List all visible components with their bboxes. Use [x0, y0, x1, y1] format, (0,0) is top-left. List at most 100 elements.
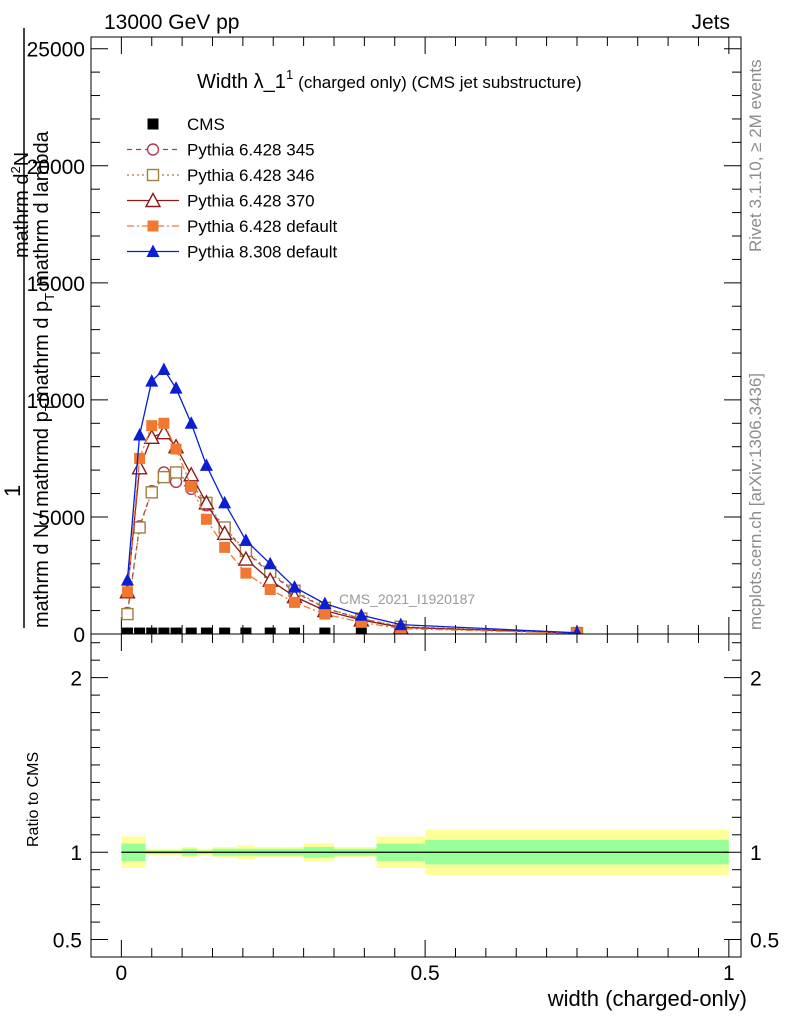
data-point [289, 596, 301, 608]
data-point [219, 541, 231, 553]
data-point [237, 550, 255, 566]
data-point [146, 420, 158, 432]
header-category-label: Jets [691, 11, 730, 34]
ylabel-mid-fragment: mathrm d p [31, 301, 53, 402]
data-point [143, 428, 160, 445]
data-point [198, 494, 215, 510]
data-point [184, 416, 198, 429]
data-point [183, 466, 200, 482]
series-cms [121, 627, 583, 634]
data-point [145, 374, 159, 387]
data-point [355, 627, 367, 634]
main-plot: 0 5000 10000 15000 20000 25000 CMS_2021_I1920… [27, 36, 742, 647]
data-point [289, 627, 301, 634]
data-point [200, 627, 212, 634]
legend-marker [147, 220, 159, 232]
data-point [240, 627, 252, 634]
rivet-version-label: Rivet 3.1.10, ≥ 2M events [746, 59, 765, 252]
data-point [318, 596, 332, 610]
ratio-plot: 0.5 0.5 1 1 2 2 0 0.5 1 Ratio to CMS width (char… [25, 633, 779, 1011]
data-point [158, 627, 170, 634]
ratio-y-tick-label-right: 2 [750, 668, 762, 691]
data-point [145, 486, 158, 499]
legend-label: CMS [187, 115, 225, 134]
x-tick-label: 0 [116, 962, 128, 985]
ratio-y-tick-label: 1 [70, 842, 82, 865]
series-line [126, 471, 578, 634]
data-point [319, 608, 331, 620]
data-point [572, 625, 582, 634]
ylabel-t-sub: T [42, 293, 57, 301]
data-point [134, 627, 146, 634]
data-point [158, 417, 170, 429]
data-point [219, 627, 231, 634]
plot-title-main: Width λ_1 [197, 71, 286, 93]
ylabel-tail-fragment: mathrm d lambda [31, 130, 53, 286]
data-point [170, 627, 182, 634]
data-point [121, 627, 133, 634]
ylabel-n-fragment: N [11, 152, 33, 166]
data-point [169, 466, 183, 479]
ylabel-upper-b: mathrm d pTmathrm d lambda [31, 130, 57, 402]
data-point [394, 617, 408, 631]
x-tick-label: 0.5 [411, 962, 440, 985]
data-point [319, 627, 331, 634]
data-point [134, 452, 146, 464]
mcplots-label: mcplots.cern.ch [arXiv:1306.3436] [746, 373, 765, 630]
legend-marker [147, 118, 159, 130]
data-point [264, 584, 276, 596]
ratio-y-tick-label-right: 1 [750, 842, 762, 865]
data-point [185, 627, 197, 634]
data-point [240, 567, 252, 579]
ylabel-den-lead: mathrm d N / mathrmd p [31, 411, 53, 628]
ratio-y-tick-label-right: 0.5 [750, 930, 779, 953]
legend-item: Pythia 6.428 345 [127, 141, 315, 160]
data-point [120, 573, 134, 586]
legend-label: Pythia 6.428 370 [187, 192, 315, 211]
data-point [185, 481, 197, 493]
ylabel-d-fragment: mathrm d [11, 174, 33, 258]
data-point [157, 470, 171, 484]
x-tick-label: 1 [723, 962, 735, 985]
plot-title: Width λ_11 (charged only) (CMS jet substr… [197, 67, 582, 93]
data-point [288, 580, 302, 593]
ratio-ticks: 0.5 0.5 1 1 2 2 0 0.5 1 [53, 634, 779, 985]
watermark-label: CMS_2021_I1920187 [339, 591, 475, 607]
series-pythia-6-428-370 [119, 424, 583, 634]
ratio-bands [121, 829, 729, 875]
plot-title-rest: (charged only) (CMS jet substructure) [298, 73, 581, 92]
legend-label: Pythia 6.428 346 [187, 166, 315, 185]
ylabel-n-sup: 2 [8, 166, 23, 173]
ylabel-den-sub: T [42, 403, 57, 411]
y-tick-label: 5000 [38, 507, 85, 530]
ratio-ylabel: Ratio to CMS [25, 752, 42, 847]
data-point [239, 533, 253, 546]
legend-item: CMS [147, 115, 225, 134]
legend-item: Pythia 6.428 default [127, 217, 338, 236]
data-point [354, 608, 368, 621]
data-point [169, 381, 183, 394]
series-line [126, 471, 578, 634]
legend-item: Pythia 6.428 370 [127, 192, 315, 211]
legend-item: Pythia 8.308 default [127, 243, 338, 262]
x-axis-label: width (charged-only) [547, 986, 747, 1011]
ylabel-numerator: 1 [0, 485, 25, 497]
data-point [146, 627, 158, 634]
y-tick-label: 0 [73, 624, 85, 647]
data-point [200, 513, 212, 525]
series-pythia-8-308-default [120, 362, 582, 634]
data-point [264, 627, 276, 634]
data-point [355, 616, 367, 628]
data-point [133, 428, 147, 441]
data-point [199, 458, 213, 471]
legend-marker [146, 244, 160, 257]
ratio-frame [90, 633, 742, 958]
main-ylabel: 1 mathrm d2N mathrm d pTmathrm d lambda … [0, 28, 57, 628]
header-energy-label: 13000 GeV pp [104, 11, 239, 34]
y-tick-label: 10000 [27, 390, 85, 413]
legend-marker [146, 168, 160, 182]
y-tick-label: 25000 [27, 39, 85, 62]
ratio-y-tick-label: 0.5 [53, 930, 82, 953]
main-ticks: 0 5000 10000 15000 20000 25000 [27, 37, 741, 647]
legend-label: Pythia 8.308 default [187, 243, 338, 262]
